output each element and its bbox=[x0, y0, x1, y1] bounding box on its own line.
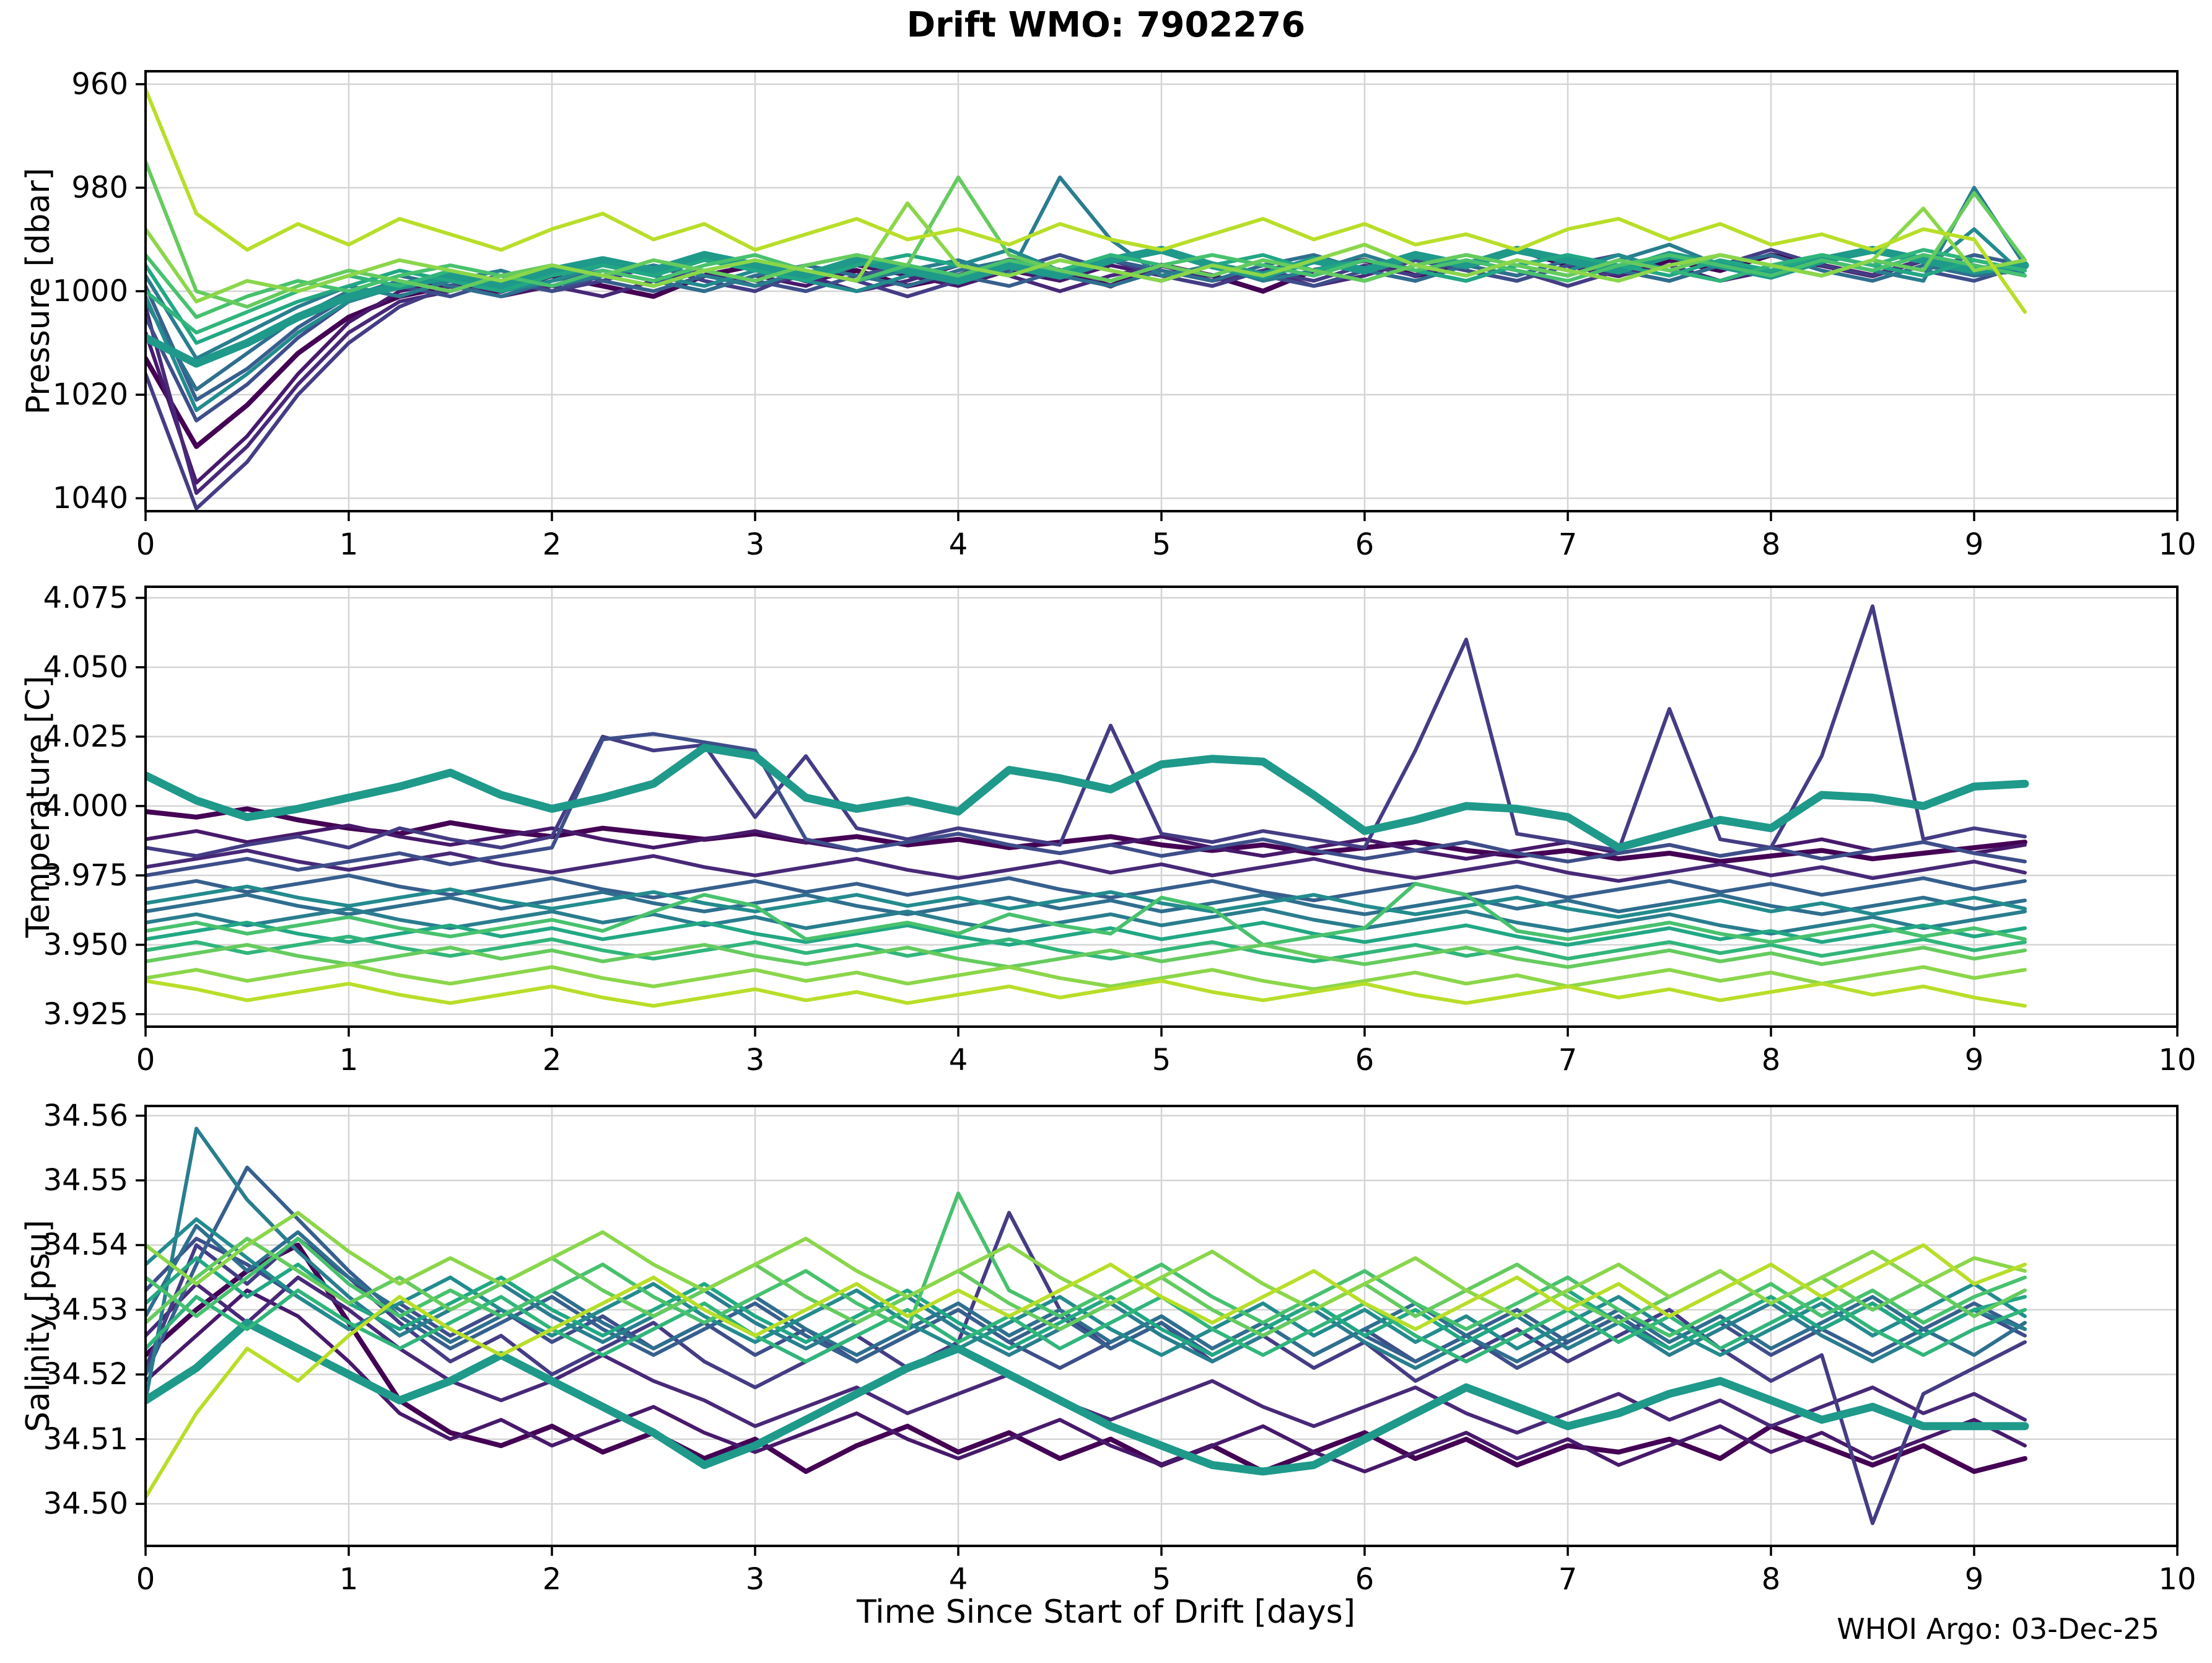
series-line-profile-01 bbox=[146, 806, 2027, 864]
x-tick-label: 8 bbox=[1761, 1043, 1781, 1077]
x-tick-label: 2 bbox=[542, 1043, 562, 1077]
x-tick-label: 8 bbox=[1761, 527, 1781, 562]
y-tick-label: 34.56 bbox=[43, 1098, 128, 1133]
y-tick-label: 4.075 bbox=[43, 580, 128, 615]
footer-credit: WHOI Argo: 03-Dec-25 bbox=[1837, 1612, 2159, 1646]
x-tick-label: 9 bbox=[1964, 1562, 1984, 1597]
y-tick-label: 34.53 bbox=[43, 1292, 128, 1327]
x-tick-label: 8 bbox=[1761, 1562, 1781, 1597]
series-line-profile-09 bbox=[146, 884, 2027, 919]
x-tick-label: 9 bbox=[1964, 527, 1984, 562]
x-tick-label: 3 bbox=[745, 1562, 765, 1597]
pressure-panel bbox=[136, 70, 2179, 521]
y-tick-label: 4.000 bbox=[43, 788, 128, 823]
y-tick-label: 3.950 bbox=[43, 927, 128, 962]
xaxis-label-text: Time Since Start of Drift [days] bbox=[856, 1594, 1355, 1631]
series-line-profile-14 bbox=[146, 942, 2027, 969]
salinity-panel bbox=[136, 1105, 2179, 1556]
x-tick-label: 7 bbox=[1558, 527, 1578, 562]
series-line-profile-11 bbox=[146, 921, 2027, 947]
series-line-profile-15 bbox=[146, 1211, 2027, 1319]
x-tick-label: 1 bbox=[339, 1043, 359, 1077]
x-tick-label: 4 bbox=[948, 1043, 968, 1077]
series-line-profile-09 bbox=[146, 1217, 2027, 1357]
y-tick-label: 3.975 bbox=[43, 858, 128, 893]
xaxis-label: Time Since Start of Drift [days] bbox=[0, 1594, 2212, 1631]
y-tick-label: 1040 bbox=[52, 481, 128, 516]
x-tick-label: 6 bbox=[1355, 527, 1375, 562]
series-line-profile-02 bbox=[146, 1288, 2027, 1473]
x-tick-label: 7 bbox=[1558, 1562, 1578, 1597]
series-line-profile-07 bbox=[146, 890, 2027, 916]
series-line-profile-10-highlight bbox=[146, 744, 2029, 852]
y-tick-label: 4.025 bbox=[43, 719, 128, 754]
x-tick-label: 3 bbox=[745, 527, 765, 562]
x-tick-label: 4 bbox=[948, 527, 968, 562]
series-line-profile-11 bbox=[146, 1256, 2027, 1357]
y-tick-label: 34.52 bbox=[43, 1357, 128, 1392]
y-tick-label: 4.050 bbox=[43, 649, 128, 685]
series-line-profile-10-highlight bbox=[146, 1319, 2029, 1476]
temperature-panel bbox=[136, 586, 2179, 1037]
x-tick-label: 0 bbox=[136, 1562, 155, 1597]
series-line-profile-08 bbox=[146, 1126, 2027, 1403]
x-tick-label: 5 bbox=[1152, 1562, 1171, 1597]
x-tick-label: 5 bbox=[1152, 527, 1171, 562]
y-tick-label: 34.54 bbox=[43, 1227, 128, 1263]
series-line-profile-15 bbox=[146, 201, 2027, 304]
y-tick-label: 980 bbox=[71, 170, 128, 205]
y-tick-label: 3.925 bbox=[43, 996, 128, 1032]
y-tick-label: 960 bbox=[71, 66, 128, 102]
series-line-profile-03 bbox=[146, 848, 2027, 883]
x-tick-label: 6 bbox=[1355, 1562, 1375, 1597]
x-tick-label: 2 bbox=[542, 527, 562, 562]
y-tick-label: 1000 bbox=[52, 274, 128, 309]
ylabel-pressure: Pressure [dbar] bbox=[20, 167, 57, 415]
x-tick-label: 2 bbox=[542, 1562, 562, 1597]
series-line-profile-13 bbox=[146, 1191, 2027, 1338]
y-tick-label: 34.51 bbox=[43, 1421, 128, 1457]
series-line-profile-13 bbox=[146, 882, 2027, 947]
series-line-profile-04 bbox=[146, 604, 2027, 858]
x-tick-label: 5 bbox=[1152, 1043, 1171, 1077]
x-tick-label: 0 bbox=[136, 527, 155, 562]
series-line-profile-16 bbox=[146, 1243, 2027, 1499]
series-line-profile-06 bbox=[146, 873, 2027, 903]
series-line-profile-09 bbox=[146, 227, 2027, 413]
x-tick-label: 1 bbox=[339, 527, 359, 562]
series-line-profile-05 bbox=[146, 732, 2027, 877]
series-line-profile-15 bbox=[146, 962, 2027, 991]
y-tick-label: 1020 bbox=[52, 377, 128, 413]
series-line-profile-12 bbox=[146, 1288, 2027, 1364]
x-tick-label: 10 bbox=[2158, 527, 2197, 562]
series-line-profile-07 bbox=[146, 1224, 2027, 1364]
y-tick-label: 34.55 bbox=[43, 1163, 128, 1198]
x-tick-label: 6 bbox=[1355, 1043, 1375, 1077]
x-tick-label: 7 bbox=[1558, 1043, 1578, 1077]
x-tick-label: 1 bbox=[339, 1562, 359, 1597]
series-line-profile-16 bbox=[146, 87, 2027, 314]
x-tick-label: 10 bbox=[2158, 1562, 2197, 1597]
x-tick-label: 10 bbox=[2158, 1043, 2197, 1077]
x-tick-label: 3 bbox=[745, 1043, 765, 1077]
x-tick-label: 4 bbox=[948, 1562, 968, 1597]
series-line-profile-16 bbox=[146, 979, 2027, 1008]
y-tick-label: 34.50 bbox=[43, 1486, 128, 1522]
x-tick-label: 0 bbox=[136, 1043, 155, 1077]
x-tick-label: 9 bbox=[1964, 1043, 1984, 1077]
figure-title: Drift WMO: 7902276 bbox=[906, 5, 1306, 45]
